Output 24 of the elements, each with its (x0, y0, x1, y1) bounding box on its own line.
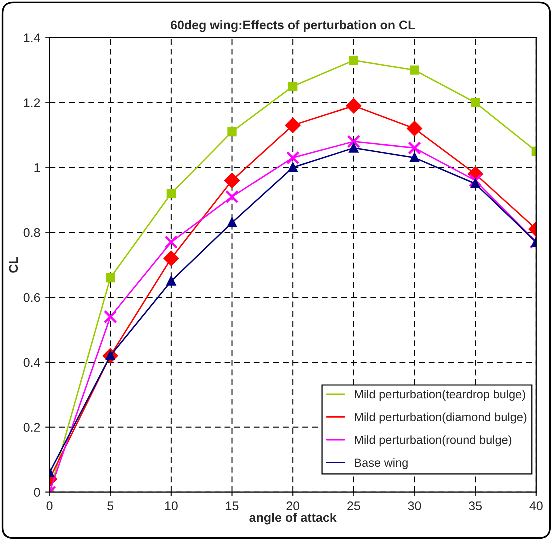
x-axis-title: angle of attack (250, 512, 337, 525)
chart-title: 60deg wing:Effects of perturbation on CL (170, 20, 416, 32)
x-tick-label: 25 (348, 502, 360, 511)
x-tick-label: 0 (46, 502, 53, 511)
y-tick-label: 1.4 (24, 34, 40, 42)
y-tick-label: 1 (34, 164, 40, 172)
x-tick-label: 5 (108, 502, 114, 511)
legend-label: Mild perturbation(diamond bulge) (355, 412, 527, 424)
x-tick-label: 30 (408, 502, 422, 511)
y-tick-label: 0 (34, 488, 40, 497)
y-tick-label: 0.2 (24, 423, 40, 432)
legend-label: Mild perturbation(teardrop bulge) (355, 390, 526, 401)
y-axis-title: CL (9, 257, 18, 273)
y-tick-label: 0.8 (24, 228, 40, 238)
x-tick-label: 35 (469, 502, 482, 511)
x-tick-label: 10 (165, 502, 178, 511)
y-tick-label: 0.6 (24, 293, 40, 302)
legend-label: Base wing (355, 458, 408, 470)
x-tick-label: 15 (226, 502, 239, 511)
x-tick-label: 20 (286, 502, 300, 511)
x-tick-label: 40 (530, 502, 543, 511)
y-tick-label: 0.4 (24, 358, 40, 368)
y-tick-label: 1.2 (24, 98, 40, 108)
legend-label: Mild perturbation(round bulge) (355, 436, 512, 447)
